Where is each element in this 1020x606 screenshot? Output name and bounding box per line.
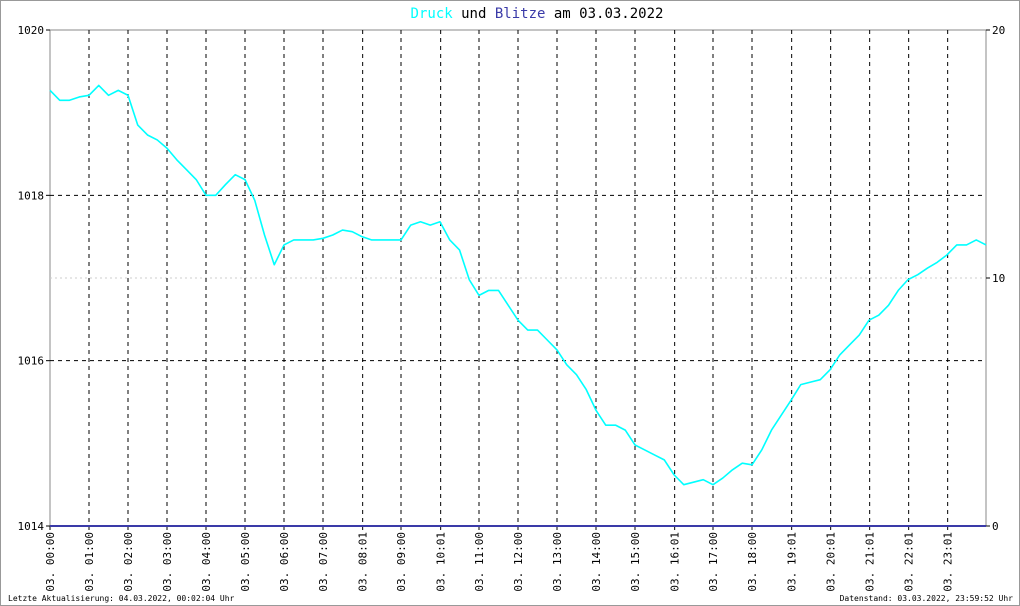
series-line	[49, 84, 987, 486]
chart-title: Druck und Blitze am 03.03.2022	[411, 6, 664, 22]
x-tick-label: 03. 19:01	[786, 532, 799, 592]
title-series-name: Blitze	[495, 6, 546, 22]
x-tick-label: 03. 07:00	[317, 532, 330, 592]
x-tick-label: 03. 23:01	[942, 532, 955, 592]
x-tick-label: 03. 12:00	[512, 532, 525, 592]
x-tick-label: 03. 08:01	[357, 532, 370, 592]
y-tick-label: 1014	[18, 520, 45, 533]
x-tick-label: 03. 21:01	[864, 532, 877, 592]
y-tick-label: 1016	[18, 355, 45, 368]
x-tick-label: 03. 17:00	[707, 532, 720, 592]
x-tick-label: 03. 00:00	[44, 532, 57, 592]
x-tick-label: 03. 10:01	[435, 532, 448, 592]
x-tick-label: 03. 20:01	[825, 532, 838, 592]
x-tick-label: 03. 03:00	[161, 532, 174, 592]
footer-right: Datenstand: 03.03.2022, 23:59:52 Uhr	[840, 594, 1014, 603]
x-tick-label: 03. 15:00	[629, 532, 642, 592]
title-word: am 03.03.2022	[554, 6, 664, 22]
x-tick-label: 03. 22:01	[903, 532, 916, 592]
title-word: und	[461, 6, 486, 22]
x-tick-label: 03. 06:00	[278, 532, 291, 592]
footer-left: Letzte Aktualisierung: 04.03.2022, 00:02…	[8, 594, 235, 603]
x-tick-label: 03. 05:00	[239, 532, 252, 592]
x-tick-label: 03. 09:00	[395, 532, 408, 592]
x-tick-label: 03. 16:01	[669, 532, 682, 592]
y2-tick-label: 0	[992, 520, 999, 533]
x-tick-label: 03. 13:00	[551, 532, 564, 592]
y-tick-label: 1018	[18, 189, 45, 202]
x-tick-label: 03. 11:00	[473, 532, 486, 592]
x-tick-label: 03. 14:00	[590, 532, 603, 592]
x-tick-label: 03. 02:00	[122, 532, 135, 592]
y2-tick-label: 20	[992, 24, 1005, 37]
y2-tick-label: 10	[992, 272, 1005, 285]
title-series-name: Druck	[411, 6, 454, 22]
x-tick-label: 03. 04:00	[200, 532, 213, 592]
y-tick-label: 1020	[18, 24, 45, 37]
x-tick-label: 03. 01:00	[83, 532, 96, 592]
x-tick-label: 03. 18:00	[746, 532, 759, 592]
